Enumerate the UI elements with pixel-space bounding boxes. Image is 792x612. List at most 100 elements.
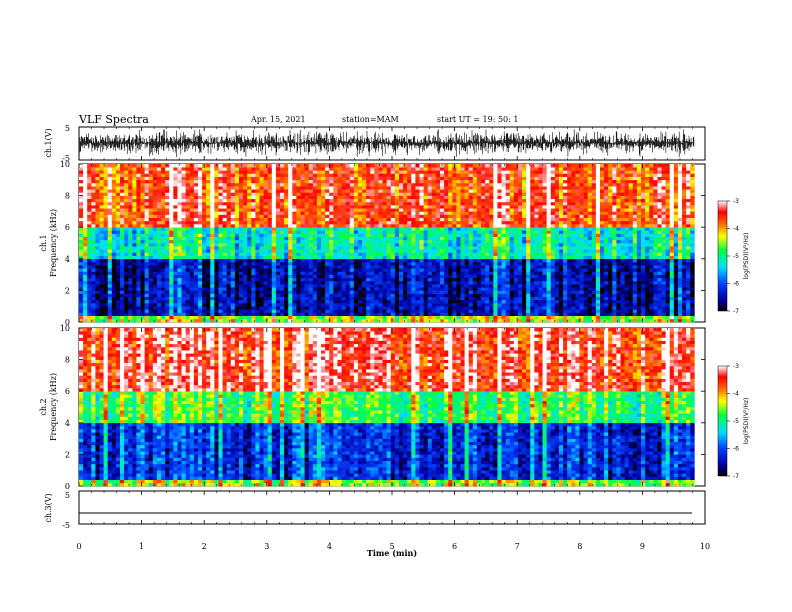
spectrogram-cell [333,271,338,275]
spectrogram-cell [173,179,178,184]
spectrogram-cell [226,318,232,323]
spectrogram-cell [472,214,478,219]
spectrogram-cell [325,246,330,250]
spectrogram-cell [386,277,392,282]
spectrogram-cell [460,293,465,298]
spectrogram-cell [161,274,166,279]
spectrogram-cell [148,309,154,313]
spectrogram-cell [349,192,355,196]
spectrogram-cell [403,176,408,181]
spectrogram-cell [378,293,383,298]
spectrogram-cell [292,179,297,184]
spectrogram-cell [161,255,166,260]
spectrogram-cell [349,170,355,174]
spectrogram-cell [79,176,84,181]
spectrogram-cell [271,236,277,241]
spectrogram-cell [193,201,199,206]
spectrogram-cell [349,239,355,244]
spectrogram-cell [403,268,408,272]
spectrogram-cell [83,315,88,320]
spectrogram-cell [251,255,256,260]
spectrogram-cell [300,239,305,244]
spectrogram-cell [83,284,88,288]
spectrogram-cell [325,211,330,215]
spectrogram-cell [193,186,199,190]
spectrogram-cell [337,167,342,171]
spectrogram-cell [91,224,96,228]
spectrogram-cell [468,217,474,222]
spectrogram-cell [226,227,232,231]
spectrogram-cell [214,227,219,231]
spectrogram-cell [382,173,387,177]
spectrogram-cell [398,258,404,263]
spectrogram-cell [173,195,178,200]
spectrogram-cell [238,189,244,193]
spectrogram-cell [337,296,342,301]
spectrogram-cell [456,214,461,219]
spectrogram-cell [128,236,133,241]
spectrogram-cell [386,211,392,215]
spectrogram-cell [427,176,433,181]
spectrogram-cell [95,312,100,316]
spectrogram-cell [460,236,465,241]
spectrogram-cell [156,167,162,171]
spectrogram-cell [206,255,211,260]
spectrogram-cell [288,284,293,288]
spectrogram-cell [415,287,420,291]
spectrogram-cell [325,274,330,279]
spectrogram-cell [337,236,342,241]
spectrogram-cell [173,246,178,250]
spectrogram-cell [136,236,141,241]
spectrogram-cell [173,290,178,294]
spectrogram-cell [464,296,470,301]
spectrogram-cell [403,258,408,263]
spectrogram-cell [337,176,342,181]
spectrogram-cell [288,211,293,215]
spectrogram-cell [382,306,387,310]
spectrogram-cell [304,224,310,228]
spectrogram-cell [464,198,470,203]
spectrogram-cell [206,211,211,215]
spectrogram-cell [271,164,277,168]
spectrogram-cell [91,211,96,215]
spectrogram-cell [333,208,338,212]
spectrogram-cell [411,214,416,219]
spectrogram-cell [366,233,371,237]
spectrogram-cell [460,211,465,215]
spectrogram-cell [83,249,88,253]
spectrogram-cell [210,189,215,193]
spectrogram-cell [222,186,227,190]
spectrogram-cell [263,252,269,256]
spectrogram-cell [111,208,117,212]
spectrogram-cell [132,277,137,282]
spectrogram-cell [329,252,334,256]
spectrogram-cell [267,195,273,200]
spectrogram-cell [275,211,281,215]
spectrogram-cell [370,252,375,256]
spectrogram-cell [152,182,158,187]
spectrogram-cell [243,309,248,313]
spectrogram-cell [161,164,166,168]
spectrogram-cell [161,271,166,275]
spectrogram-cell [464,315,470,320]
spectrogram-cell [271,243,277,247]
spectrogram-cell [321,306,326,310]
spectrogram-cell [304,227,310,231]
spectrogram-cell [292,258,297,263]
spectrogram-cell [111,170,117,174]
spectrogram-cell [357,258,363,263]
spectrogram-cell [386,249,392,253]
spectrogram-cell [325,296,330,301]
spectrogram-cell [140,318,145,323]
spectrogram-cell [333,312,338,316]
spectrogram-cell [390,265,396,269]
spectrogram-cell [247,208,252,212]
spectrogram-cell [325,312,330,316]
spectrogram-cell [440,192,445,196]
spectrogram-cell [83,274,88,279]
spectrogram-cell [107,303,113,307]
spectrogram-cell [472,195,478,200]
spectrogram-cell [411,277,416,282]
spectrogram-cell [83,179,88,184]
spectrogram-cell [284,255,289,260]
